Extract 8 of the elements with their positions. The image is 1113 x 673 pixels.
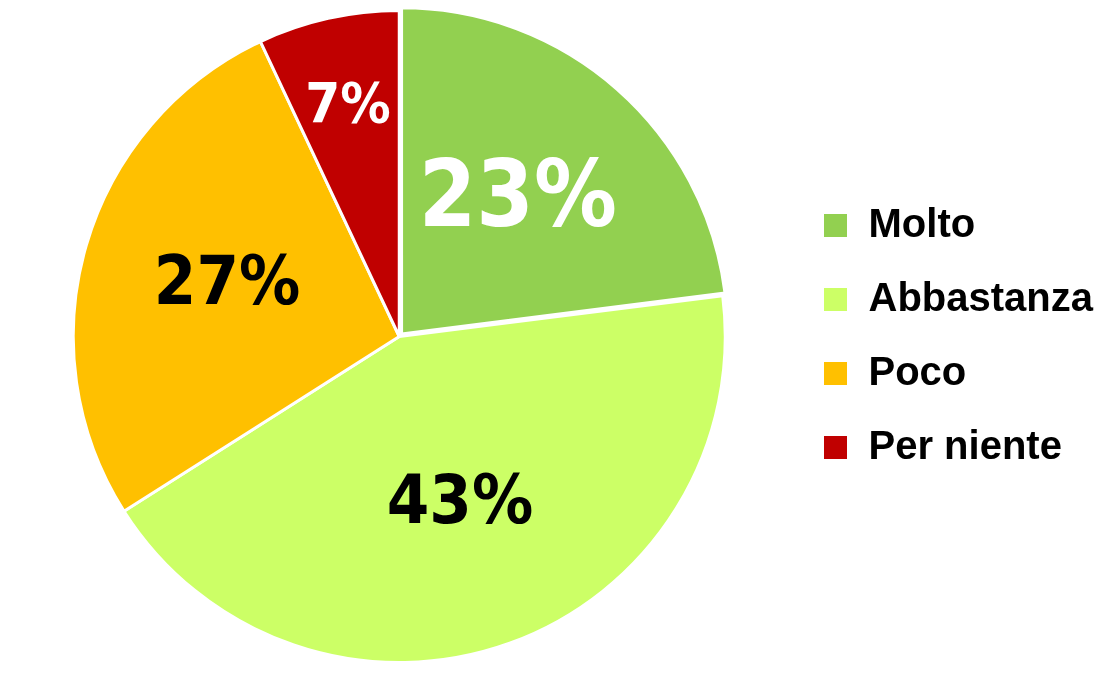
legend-label: Abbastanza	[868, 274, 1094, 319]
legend-label: Per niente	[868, 422, 1062, 467]
legend-label: Molto	[868, 200, 976, 245]
data-label: 23%	[418, 140, 617, 248]
data-label: 43%	[386, 459, 534, 539]
legend-label: Poco	[868, 348, 967, 393]
data-label: 27%	[153, 241, 301, 321]
data-label: 7%	[305, 69, 391, 135]
